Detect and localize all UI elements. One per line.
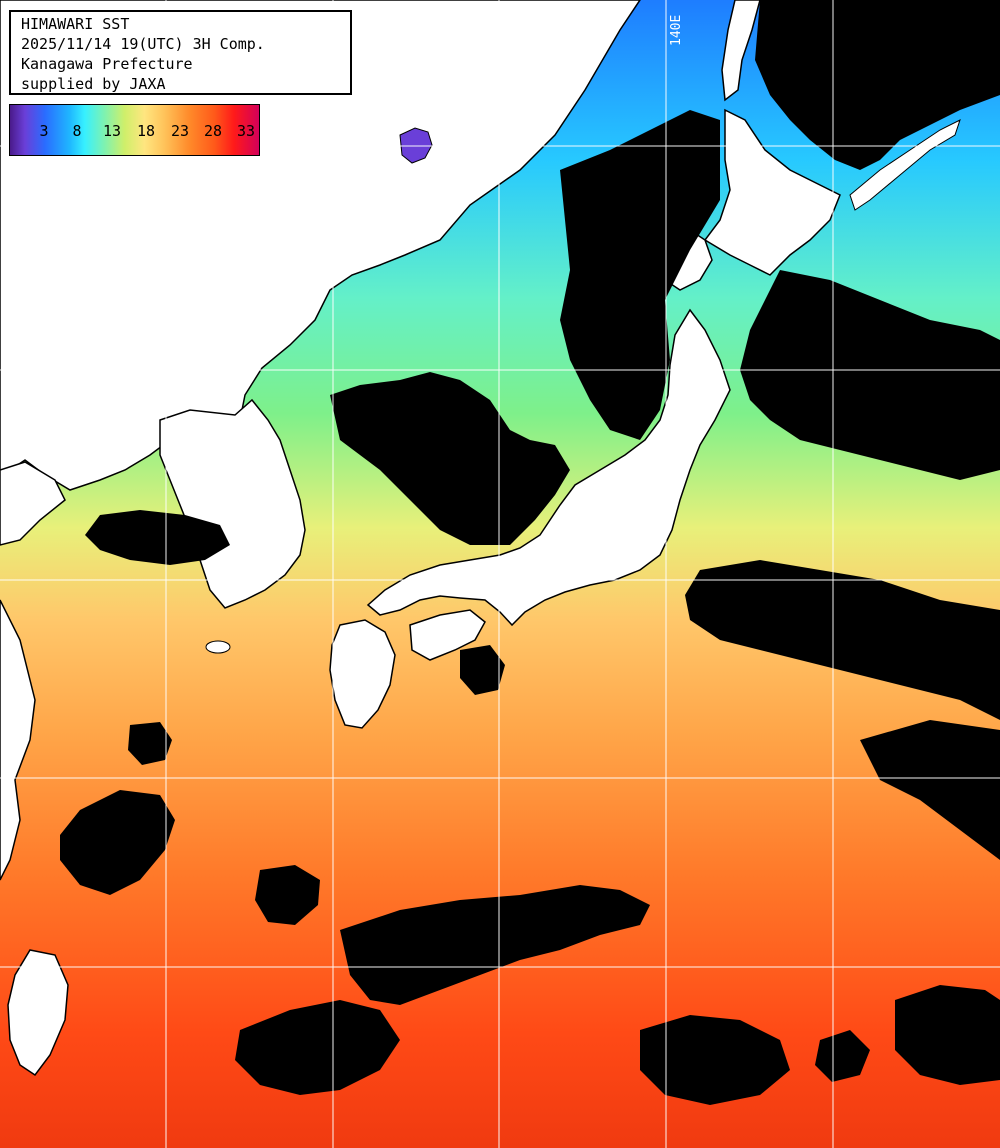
temperature-colorbar: 3 8 13 18 23 28 33	[9, 104, 260, 156]
cloud-mask	[60, 0, 1000, 1105]
kyushu-land	[329, 619, 396, 729]
info-box: HIMAWARI SST 2025/11/14 19(UTC) 3H Comp.…	[9, 10, 352, 95]
colorbar-tick: 18	[136, 122, 156, 140]
product-title: HIMAWARI SST	[21, 15, 130, 33]
colorbar-tick: 33	[236, 122, 256, 140]
kuril-land	[849, 119, 961, 211]
colorbar-tick: 8	[72, 122, 82, 140]
latitude-label: 40N	[13, 353, 37, 368]
china-south-land	[0, 599, 36, 881]
sakhalin-land	[721, 0, 761, 102]
honshu-land	[366, 308, 731, 627]
data-credit: supplied by JAXA	[21, 75, 166, 93]
timestamp: 2025/11/14 19(UTC) 3H Comp.	[21, 35, 265, 53]
colorbar-tick: 3	[39, 122, 49, 140]
longitude-label: 140E	[669, 14, 684, 46]
jeju-island	[205, 640, 231, 654]
korea-land	[159, 398, 306, 609]
shikoku-land	[409, 609, 486, 661]
colorbar-tick: 13	[102, 122, 122, 140]
colorbar-tick: 28	[203, 122, 223, 140]
hokkaido-land	[664, 108, 841, 291]
region-name: Kanagawa Prefecture	[21, 55, 193, 73]
taiwan-land	[7, 949, 69, 1077]
colorbar-tick: 23	[170, 122, 190, 140]
china-coast-land	[0, 461, 66, 546]
